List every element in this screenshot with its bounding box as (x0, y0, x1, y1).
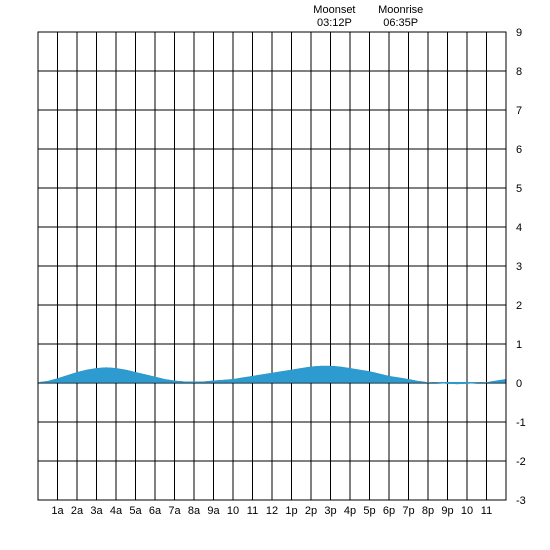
y-tick-label: 6 (516, 144, 522, 156)
y-tick-label: 4 (516, 222, 522, 234)
y-tick-label: 2 (516, 300, 522, 312)
x-tick-label: 4a (110, 505, 123, 517)
y-tick-label: 5 (516, 183, 522, 195)
top-event-time: 06:35P (383, 17, 418, 29)
y-tick-label: -1 (516, 417, 526, 429)
top-event-title: Moonrise (378, 4, 423, 16)
y-tick-label: -3 (516, 495, 526, 507)
top-event-title: Moonset (313, 4, 355, 16)
y-tick-label: 9 (516, 27, 522, 39)
y-tick-label: 3 (516, 261, 522, 273)
x-tick-label: 4p (344, 505, 356, 517)
x-tick-label: 6p (383, 505, 395, 517)
x-tick-label: 2a (71, 505, 84, 517)
x-tick-label: 3p (324, 505, 336, 517)
y-tick-label: 8 (516, 66, 522, 78)
y-tick-label: 7 (516, 105, 522, 117)
x-tick-label: 2p (305, 505, 317, 517)
x-tick-label: 1a (51, 505, 64, 517)
x-tick-label: 12 (266, 505, 278, 517)
x-tick-label: 5p (363, 505, 375, 517)
x-tick-label: 10 (461, 505, 473, 517)
tide-chart: -3-2-101234567891a2a3a4a5a6a7a8a9a101112… (0, 0, 550, 550)
y-tick-label: 0 (516, 378, 522, 390)
x-tick-label: 7a (168, 505, 181, 517)
chart-svg: -3-2-101234567891a2a3a4a5a6a7a8a9a101112… (0, 0, 550, 550)
x-tick-label: 8a (188, 505, 201, 517)
x-tick-label: 10 (227, 505, 239, 517)
x-tick-label: 8p (422, 505, 434, 517)
x-tick-label: 7p (402, 505, 414, 517)
top-event-time: 03:12P (317, 17, 352, 29)
x-tick-label: 9a (207, 505, 220, 517)
x-tick-label: 6a (149, 505, 162, 517)
x-tick-label: 5a (129, 505, 142, 517)
x-tick-label: 11 (247, 505, 258, 517)
x-tick-label: 1p (285, 505, 297, 517)
x-tick-label: 3a (90, 505, 103, 517)
y-tick-label: 1 (516, 339, 522, 351)
y-tick-label: -2 (516, 456, 526, 468)
x-tick-label: 11 (481, 505, 492, 517)
x-tick-label: 9p (441, 505, 453, 517)
